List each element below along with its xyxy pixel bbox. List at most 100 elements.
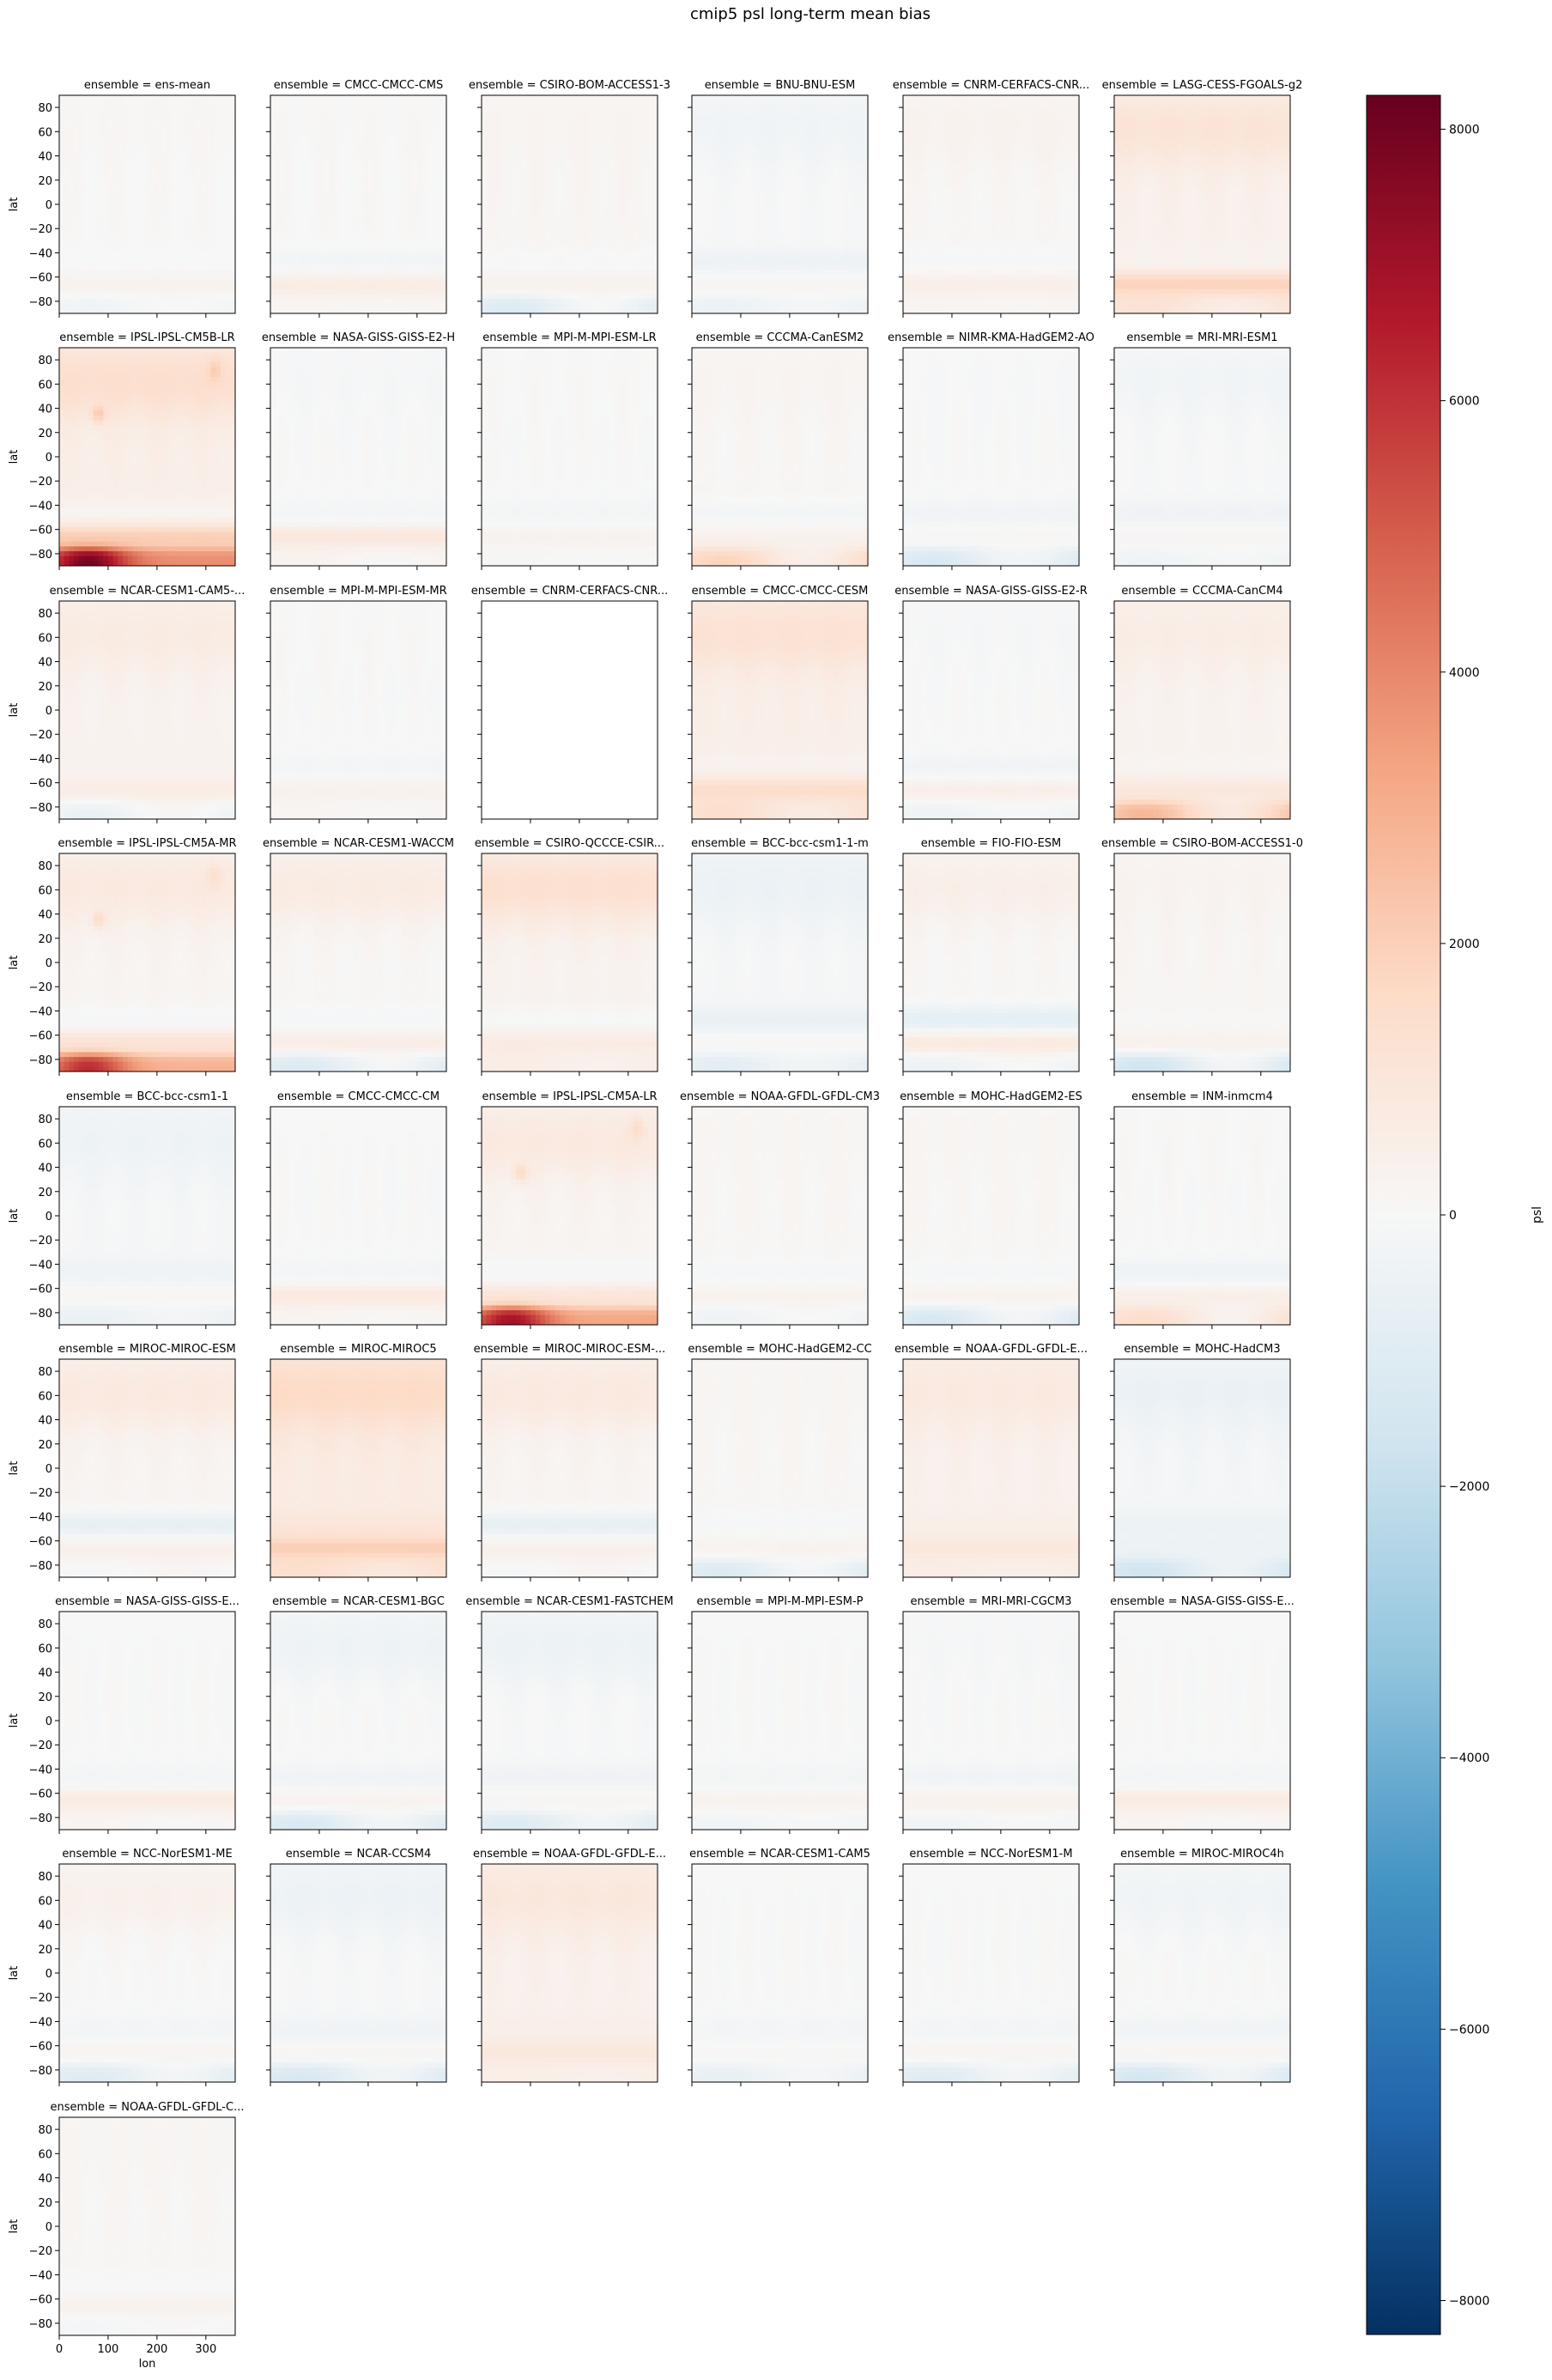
heat-cell [196,134,201,139]
heat-cell [83,240,88,246]
heat-cell [148,211,153,216]
heat-cell [59,202,64,207]
heat-cell [128,119,133,124]
heat-cell [69,270,74,275]
heat-cell [181,284,186,289]
heat-cell [157,139,162,144]
heat-cell [128,139,133,144]
heat-cell [123,154,128,159]
heat-cell [137,207,142,212]
heat-cell [79,187,84,192]
heat-cell [215,197,221,203]
heat-cell [422,105,427,110]
heat-cell [118,222,123,227]
heat-cell [83,149,88,154]
heat-cell [59,187,64,192]
heat-cell [354,124,359,130]
heat-cell [181,119,186,124]
heat-cell [113,100,118,106]
heat-cell [167,100,172,106]
heat-cell [103,163,108,168]
heat-cell [128,246,133,251]
heat-cell [211,173,216,178]
heat-cell [132,192,137,197]
heat-cell [363,100,368,106]
heat-cell [201,304,206,309]
heat-cell [441,115,446,120]
heat-cell [108,294,113,299]
heat-cell [206,187,211,192]
heat-cell [137,149,142,154]
heat-cell [167,119,172,124]
heat-cell [137,115,142,120]
heat-cell [128,158,133,163]
heat-cell [157,226,162,231]
heat-cell [186,130,191,135]
heat-cell [201,211,206,216]
heat-cell [64,304,70,309]
heat-cell [74,173,79,178]
heat-cell [177,158,182,163]
heat-cell [196,284,201,289]
heat-cell [191,110,197,115]
heat-cell [123,115,128,120]
heat-cell [59,173,64,178]
heat-cell [128,163,133,168]
heat-cell [196,279,201,284]
heat-cell [177,207,182,212]
heat-cell [319,100,324,106]
heat-cell [349,95,354,100]
heat-cell [343,143,349,149]
heat-cell [441,124,446,130]
heat-cell [132,178,137,183]
heat-cell [162,304,167,309]
heat-cell [152,158,157,163]
heat-cell [378,124,383,130]
heat-cell [123,246,128,251]
heat-cell [128,173,133,178]
heat-cell [167,226,172,231]
heat-cell [186,143,191,149]
heat-cell [132,236,137,241]
heat-cell [167,124,172,130]
heat-cell [270,119,276,124]
heat-cell [99,279,104,284]
heat-cell [211,202,216,207]
heat-cell [392,115,397,120]
heat-cell [118,100,123,106]
heat-cell [397,110,403,115]
heat-cell [211,139,216,144]
heat-cell [69,207,74,212]
heat-cell [137,95,142,100]
heat-cell [196,110,201,115]
heat-cell [88,139,94,144]
heat-cell [270,143,276,149]
heat-cell [201,294,206,299]
heat-cell [79,270,84,275]
heat-cell [99,154,104,159]
heat-cell [64,284,70,289]
heat-cell [103,143,108,149]
heat-cell [403,130,408,135]
heat-cell [437,110,442,115]
heat-cell [280,134,285,139]
heat-cell [285,95,290,100]
heat-cell [412,100,417,106]
heat-cell [181,289,186,294]
heat-cell [181,110,186,115]
heat-cell [177,134,182,139]
heat-cell [83,270,88,275]
heat-cell [354,105,359,110]
heat-cell [152,275,157,280]
heat-cell [162,105,167,110]
heat-cell [201,124,206,130]
heat-cell [191,284,197,289]
heat-cell [123,240,128,246]
heat-cell [230,236,235,241]
heat-cell [368,130,373,135]
heat-cell [103,192,108,197]
heat-cell [79,236,84,241]
heat-cell [94,139,99,144]
panel: ensemble = ens-mean806040200−20−40−60−80… [8,79,235,318]
heat-cell [123,222,128,227]
